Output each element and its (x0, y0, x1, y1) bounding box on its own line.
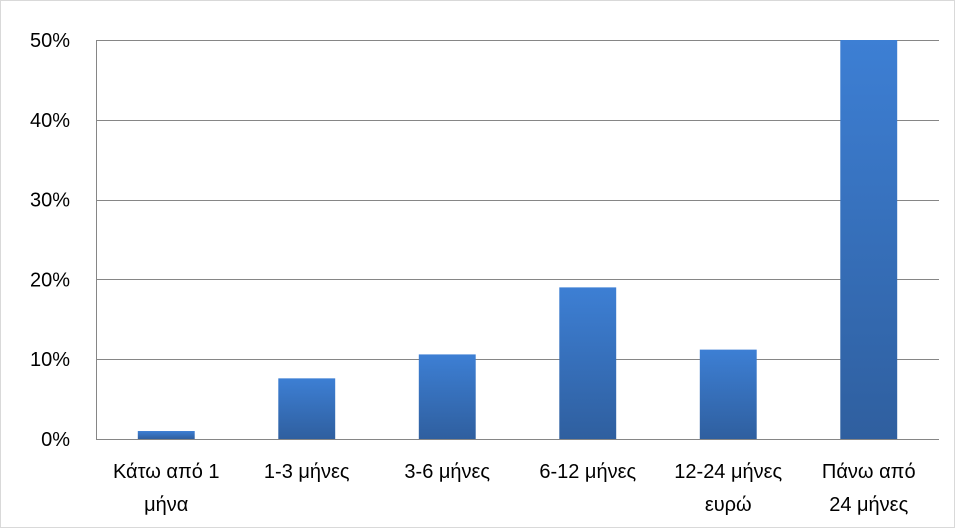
x-tick-label: Πάνω από 24 μήνες (822, 461, 916, 516)
bar (418, 354, 476, 439)
bar (840, 40, 898, 439)
x-tick-label: 1-3 μήνες (264, 461, 350, 483)
y-tick-label: 30% (30, 190, 70, 212)
y-tick-label: 10% (30, 349, 70, 371)
y-tick-label: 50% (30, 30, 70, 52)
axes (96, 40, 939, 440)
bar (559, 287, 617, 439)
bar (278, 378, 336, 439)
x-tick-label: 3-6 μήνες (404, 461, 490, 483)
gridlines (96, 40, 939, 360)
bars (137, 40, 898, 439)
y-tick-label: 20% (30, 269, 70, 291)
x-tick-label: 12-24 μήνες ευρώ (674, 461, 782, 516)
x-tick-label: 6-12 μήνες (539, 461, 636, 483)
bar (137, 431, 195, 439)
x-tick-label: Κάτω από 1 μήνα (113, 461, 220, 516)
y-tick-label: 0% (41, 429, 70, 451)
bar (699, 349, 757, 439)
y-tick-label: 40% (30, 110, 70, 132)
x-category-labels: Κάτω από 1 μήνα 1-3 μήνες 3-6 μήνες 6-12 μήν… (113, 461, 916, 516)
y-tick-labels: 0% 10% 20% 30% 40% 50% (30, 30, 70, 451)
